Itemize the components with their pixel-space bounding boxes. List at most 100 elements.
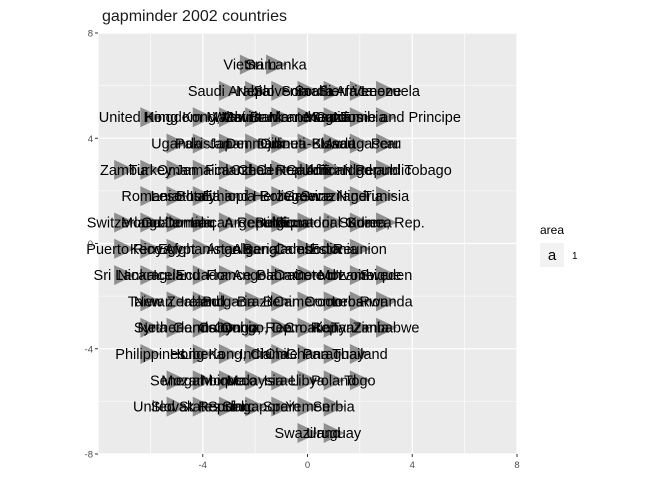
point-label: Trinidad and Tobago (320, 163, 451, 179)
point-label: Switzerland (87, 215, 162, 231)
point-label: Pakistan (175, 137, 231, 153)
data-point-marker (323, 370, 345, 391)
data-point-marker (376, 265, 398, 286)
data-point-marker (114, 265, 136, 286)
data-point-marker (349, 80, 371, 101)
point-label: Angola (206, 242, 252, 258)
data-point-marker (114, 212, 136, 233)
data-point-marker (323, 80, 345, 101)
data-point-marker (192, 265, 214, 286)
data-point-marker (245, 317, 267, 338)
data-point-marker (376, 133, 398, 154)
point-label: Mozambique (318, 268, 401, 284)
data-point-marker (271, 107, 293, 128)
point-label: Vietnam (223, 58, 276, 74)
point-label: Sweden (360, 268, 412, 284)
point-label: Zambia (100, 163, 149, 179)
point-label: Afghanistan (164, 242, 241, 258)
data-point-marker (349, 133, 371, 154)
data-point-marker (239, 54, 261, 75)
point-label: Sri Lanka (94, 268, 156, 284)
point-label: Singapore (222, 400, 288, 416)
x-axis: -4 0 4 8 (199, 454, 520, 471)
point-label: Ghana (286, 347, 330, 363)
point-label: Netherlands (137, 321, 215, 337)
data-point-marker (166, 396, 188, 417)
data-point-marker (218, 238, 240, 259)
point-label: Bolivia (260, 189, 304, 205)
data-point-marker (166, 133, 188, 154)
point-label: South Africa (295, 84, 374, 100)
data-point-marker (376, 291, 398, 312)
point-label: Malawi (206, 110, 251, 126)
data-point-marker (271, 159, 293, 180)
point-label: Reunion (333, 242, 387, 258)
data-point-marker (245, 80, 267, 101)
data-point-marker (376, 212, 398, 233)
data-point-marker (245, 159, 267, 180)
point-label: Paraguay (303, 347, 366, 363)
point-label: Swaziland (274, 426, 340, 442)
data-point-marker (349, 344, 371, 365)
point-label: Israel (264, 373, 299, 389)
point-label: Gabon (286, 163, 330, 179)
data-point-marker (376, 186, 398, 207)
data-point-marker (297, 186, 319, 207)
y-tick-label: -4 (85, 344, 93, 355)
point-label: Guinea-Bissau (260, 137, 355, 153)
point-label: Iceland (153, 268, 200, 284)
y-tick-label: 8 (88, 29, 93, 40)
point-label: Italy (189, 189, 216, 205)
point-label: Togo (344, 373, 375, 389)
data-point-marker (140, 317, 162, 338)
data-point-marker (192, 186, 214, 207)
data-point-marker (323, 291, 345, 312)
point-label: Ecuador (176, 268, 230, 284)
data-point-marker (218, 317, 240, 338)
point-label: Libya (290, 373, 326, 389)
data-point-marker (323, 186, 345, 207)
data-point-marker (349, 159, 371, 180)
point-label: Denmark (226, 137, 286, 153)
data-point-marker (140, 344, 162, 365)
point-label: Dominican Republic (164, 215, 293, 231)
point-label: Estonia (310, 242, 359, 258)
point-label: Mozambique (161, 373, 244, 389)
point-label: Nepal (236, 84, 274, 100)
legend-title: area (540, 223, 564, 237)
point-label: Angola (233, 268, 279, 284)
data-point-marker (376, 159, 398, 180)
data-point-marker (297, 80, 319, 101)
point-label: Kenya (130, 242, 172, 258)
data-point-marker (297, 265, 319, 286)
data-point-marker (140, 159, 162, 180)
point-label: Montenegro (269, 110, 346, 126)
data-points (114, 54, 398, 443)
data-point-marker (323, 396, 345, 417)
data-point-marker (245, 238, 267, 259)
data-point-marker (245, 291, 267, 312)
point-label: United States (133, 400, 220, 416)
data-point-marker (218, 370, 240, 391)
point-label: United Kingdom (99, 110, 202, 126)
data-point-marker (218, 186, 240, 207)
point-label: Serbia (313, 400, 356, 416)
y-tick-label: 4 (88, 134, 93, 145)
point-label: Mauritius (304, 110, 363, 126)
point-label: Uruguay (306, 426, 362, 442)
point-label: Bahrain (256, 268, 306, 284)
point-label: Kenya (313, 321, 355, 337)
data-point-marker (323, 212, 345, 233)
point-label: Slovak Republic (151, 400, 255, 416)
point-label: Greece (284, 189, 332, 205)
data-point-marker (166, 159, 188, 180)
data-point-marker (140, 238, 162, 259)
x-tick-label: -4 (199, 460, 207, 471)
data-point-marker (297, 422, 319, 443)
data-point-marker (218, 133, 240, 154)
data-point-marker (192, 317, 214, 338)
data-point-marker (192, 291, 214, 312)
point-label: Kuwait (312, 137, 356, 153)
point-label: Oman (157, 163, 197, 179)
data-point-marker (140, 291, 162, 312)
